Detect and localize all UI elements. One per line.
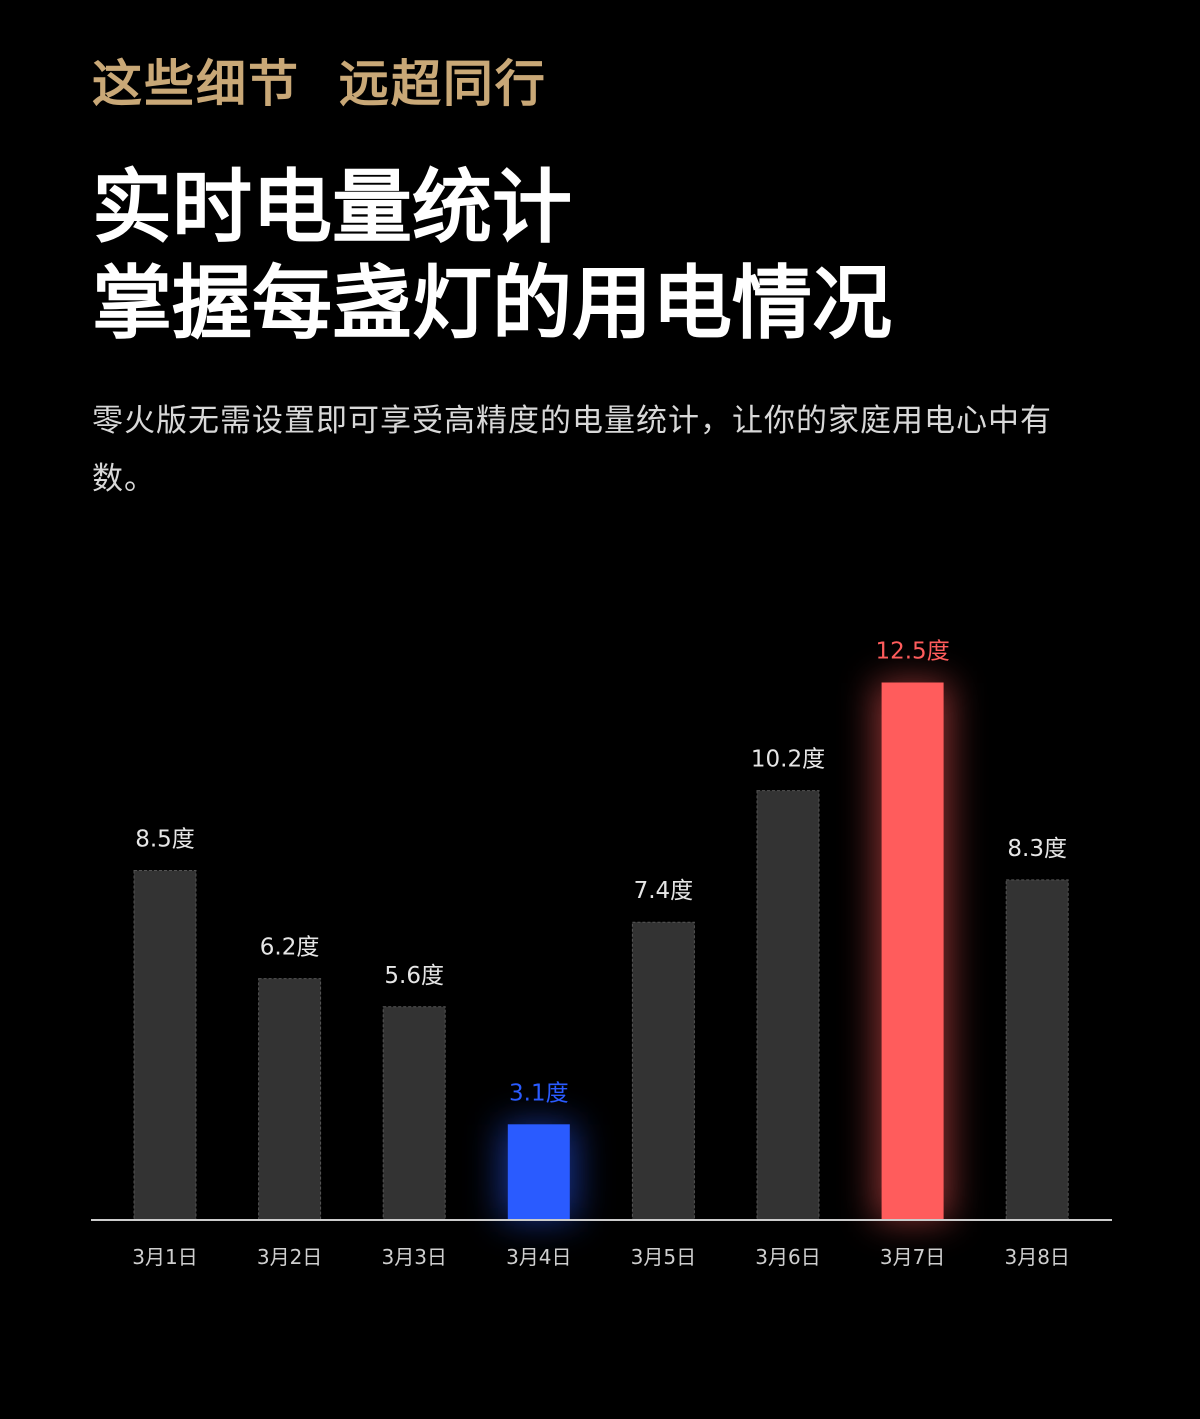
x-tick-label: 3月4日 bbox=[506, 1245, 571, 1269]
bar-3月1日 bbox=[133, 870, 197, 1221]
data-label: 6.2度 bbox=[260, 935, 320, 961]
x-tick-label: 3月6日 bbox=[755, 1245, 820, 1269]
x-tick-label: 3月5日 bbox=[631, 1245, 696, 1269]
bar-3月8日 bbox=[1005, 879, 1069, 1221]
data-label: 8.3度 bbox=[1007, 836, 1067, 862]
data-label: 8.5度 bbox=[135, 827, 195, 853]
x-tick-label: 3月7日 bbox=[880, 1245, 945, 1269]
title-line-2: 掌握每盏灯的用电情况 bbox=[92, 257, 892, 350]
bar-3月6日 bbox=[756, 790, 820, 1221]
x-tick-label: 3月2日 bbox=[257, 1245, 322, 1269]
data-label: 3.1度 bbox=[509, 1080, 569, 1106]
title-line-1: 实时电量统计 bbox=[92, 161, 572, 254]
x-tick-label: 3月8日 bbox=[1004, 1245, 1069, 1269]
data-label: 10.2度 bbox=[751, 747, 825, 773]
bar-3月5日 bbox=[631, 921, 695, 1221]
bar-3月2日 bbox=[258, 978, 322, 1221]
eyebrow-heading: 这些细节 远超同行 bbox=[92, 55, 547, 113]
bar-3月3日 bbox=[382, 1006, 446, 1221]
data-label: 7.4度 bbox=[634, 878, 694, 904]
x-tick-label: 3月3日 bbox=[381, 1245, 446, 1269]
data-label: 5.6度 bbox=[384, 963, 444, 989]
x-tick-label: 3月1日 bbox=[132, 1245, 197, 1269]
bar-chart: 8.5度 3月1日 6.2度 3月2日 5.6度 3月3日 3.1度 3月4日 7.4度 3月5日… bbox=[91, 639, 1112, 1269]
data-label: 12.5度 bbox=[875, 639, 949, 665]
page-title: 实时电量统计 掌握每盏灯的用电情况 bbox=[92, 160, 892, 352]
description: 零火版无需设置即可享受高精度的电量统计，让你的家庭用电心中有数。 bbox=[92, 403, 1052, 497]
bar-3月4日 bbox=[507, 1124, 570, 1220]
bar-3月7日 bbox=[881, 682, 944, 1220]
